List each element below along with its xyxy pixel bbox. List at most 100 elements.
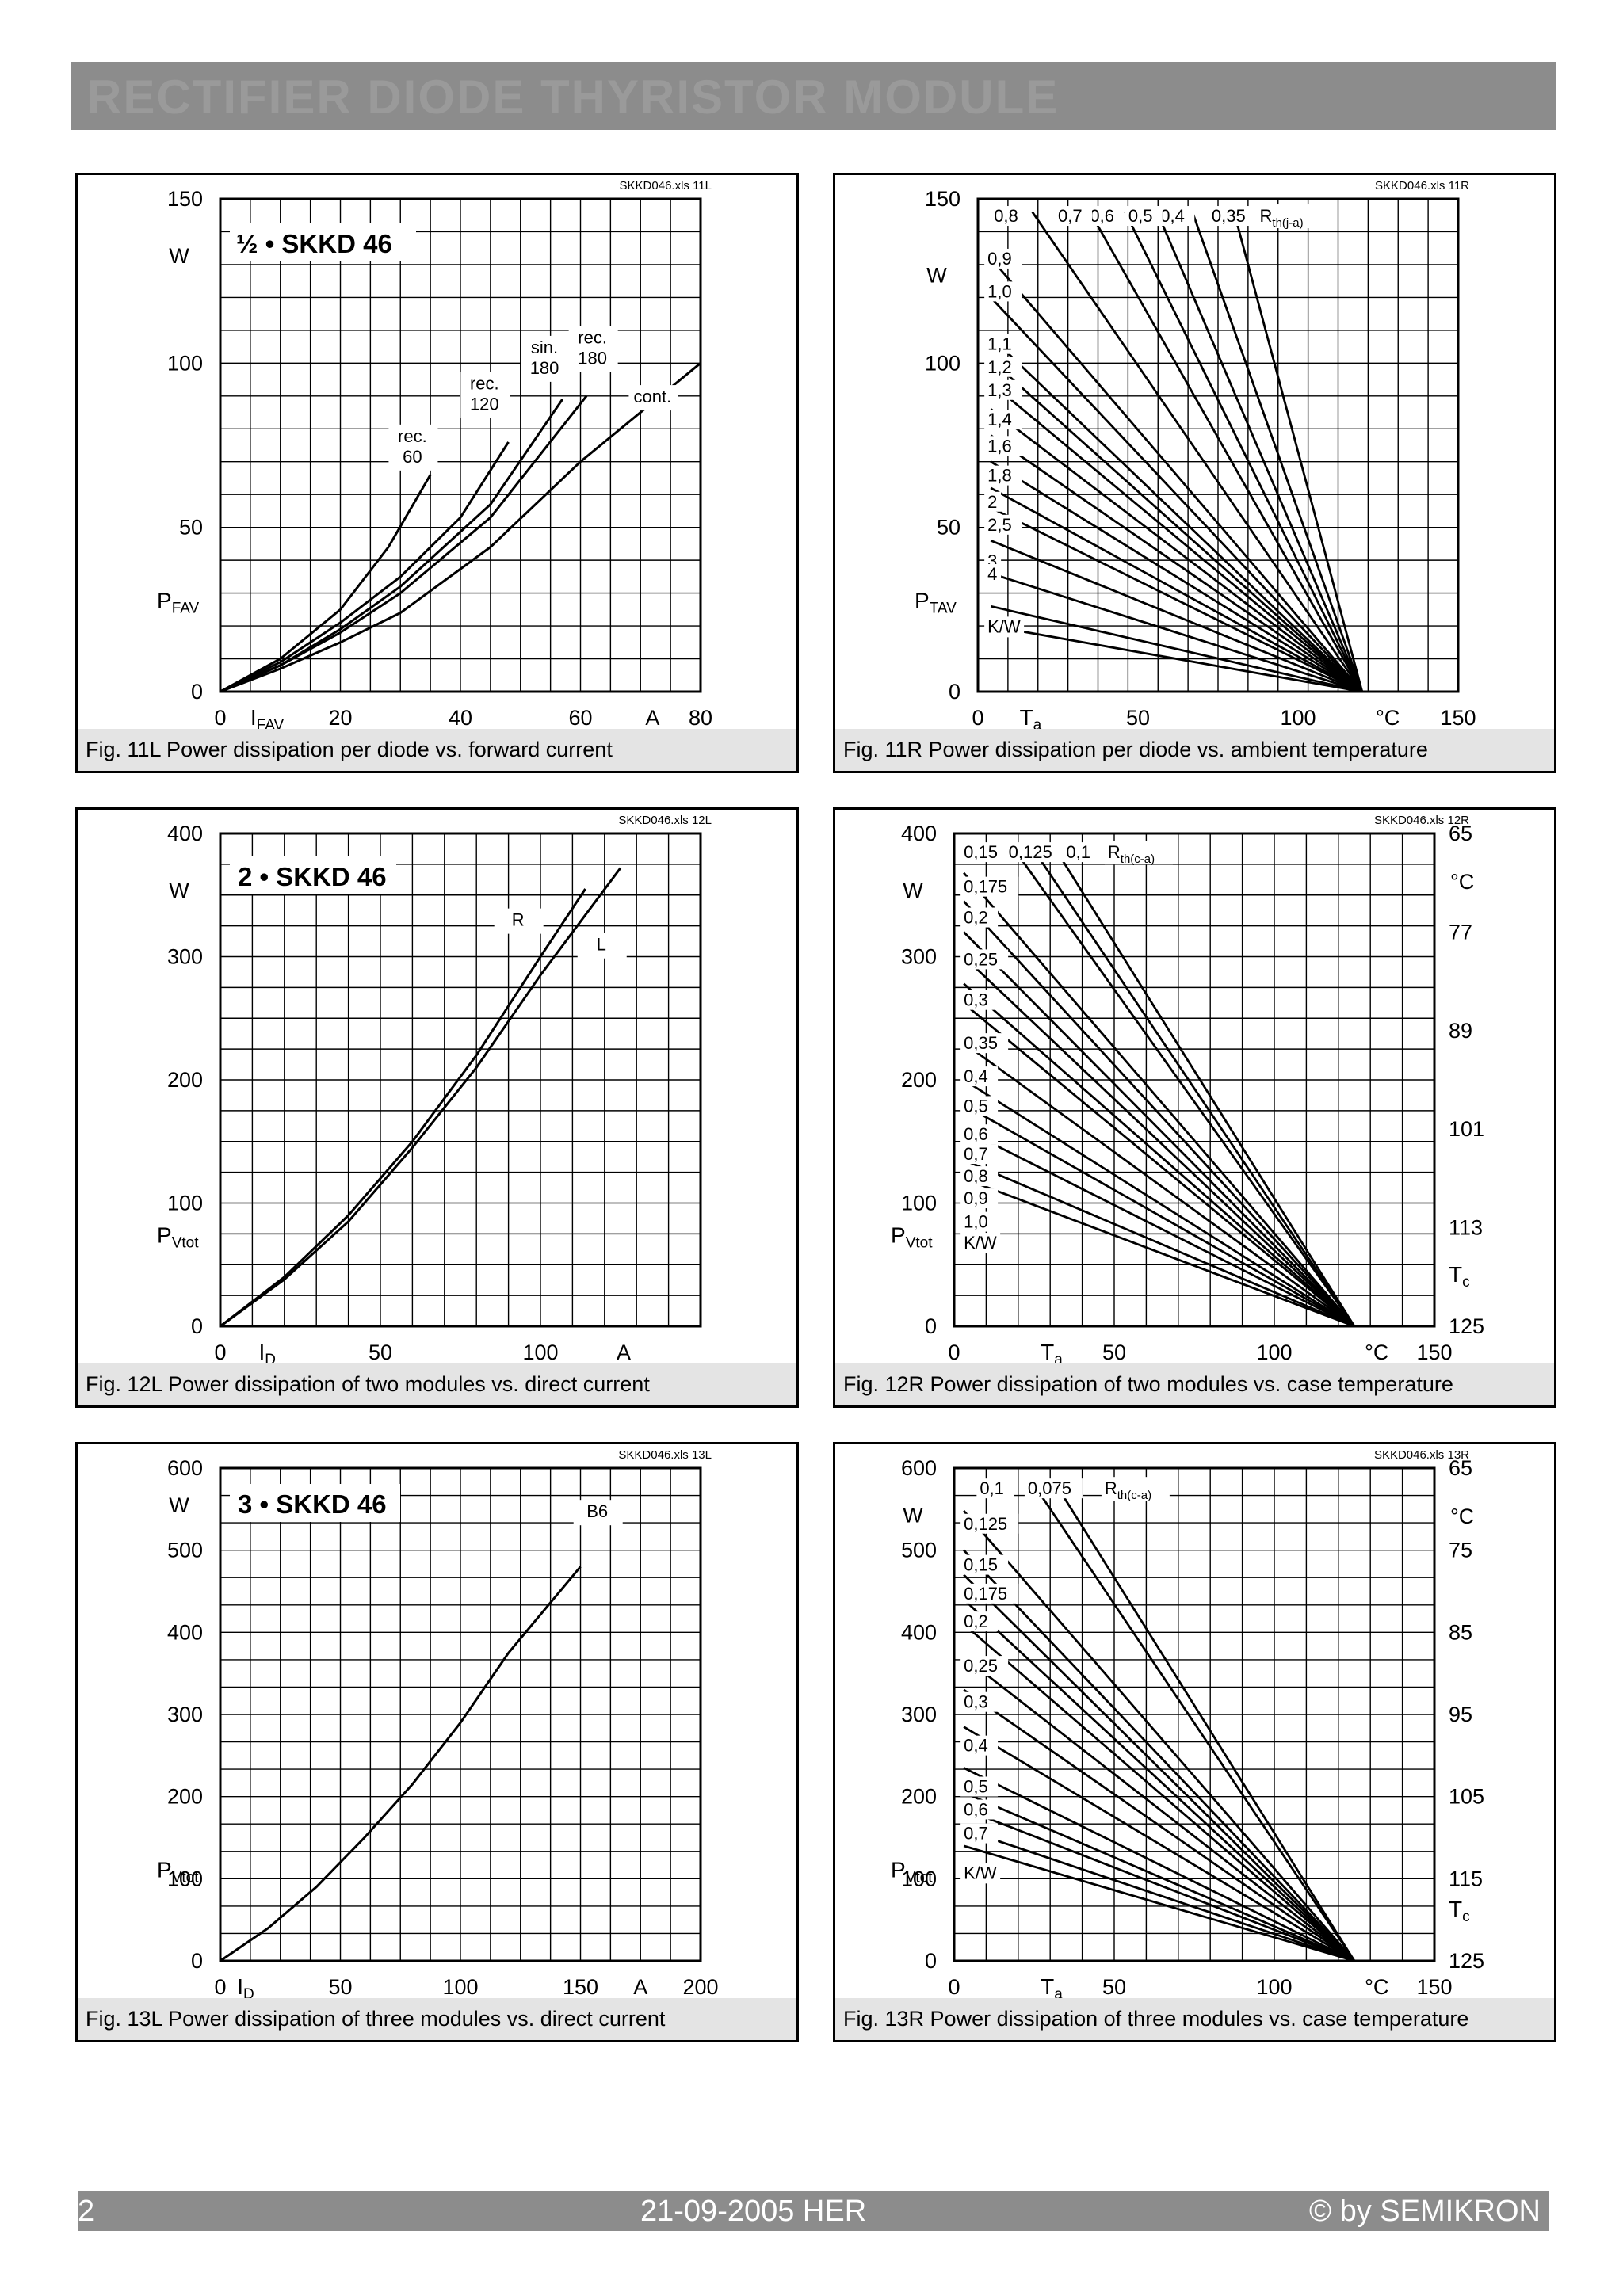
rth-value-label: 0,3: [964, 1692, 988, 1712]
x-tick-label: 40: [449, 706, 472, 729]
rth-line: [963, 955, 1355, 1328]
rth-value-label: 0,25: [964, 1656, 998, 1676]
x-axis-unit: A: [633, 1975, 647, 1998]
chart-grid: [953, 1467, 1435, 1962]
y2-axis-unit: °C: [1450, 1505, 1474, 1528]
y-tick-label: 100: [925, 351, 960, 375]
rth-line: [963, 1127, 1355, 1328]
y-tick-label: 0: [949, 680, 960, 704]
rth-line: [963, 1002, 1355, 1328]
rth-line: [963, 931, 1355, 1327]
series-label: rec.: [398, 426, 427, 446]
file-label: SKKD046.xls 11R: [1375, 179, 1469, 193]
file-label: SKKD046.xls 13R: [1374, 1448, 1469, 1462]
header-title: RECTIFIER DIODE THYRISTOR MODULE: [87, 71, 1060, 124]
series-line: [220, 362, 701, 693]
x-tick-label: 100: [1256, 1975, 1292, 1998]
x-tick-label: 0: [214, 1341, 226, 1363]
rth-value-label: 0,8: [964, 1166, 988, 1186]
x-axis-unit: °C: [1365, 1341, 1388, 1363]
rth-value-label: 1,8: [987, 466, 1012, 486]
rth-line: [990, 434, 1363, 693]
rth-value-label: 0,075: [1028, 1478, 1071, 1498]
rth-line: [990, 257, 1363, 692]
chart-caption-11R: Fig. 11R Power dissipation per diode vs.…: [835, 729, 1554, 771]
rth-value-label: 0,125: [964, 1514, 1007, 1534]
rth-value-label: 0,4: [964, 1066, 988, 1086]
y-tick-label: 200: [901, 1785, 937, 1809]
rth-line: [963, 1598, 1355, 1962]
rth-fan: [963, 1479, 1356, 1962]
y-axis-unit: W: [169, 1493, 189, 1517]
chart-title: 3 • SKKD 46: [238, 1489, 387, 1519]
chart-panel-12L: SKKD046.xls 12L 0 100 200 300 400 0 50 100 W PVtot…: [75, 807, 799, 1408]
y-tick-label: 0: [925, 1949, 937, 1973]
rth-value-label: 0,3: [964, 990, 988, 1010]
rth-line: [990, 460, 1363, 693]
y-tick-label: 50: [937, 516, 960, 540]
chart-11L: SKKD046.xls 11L 0 50 100 150 0 20 40 60 80 W PFAV IF…: [157, 179, 712, 729]
series-label: R: [512, 910, 525, 930]
footer-copyright: © by SEMIKRON: [1309, 2195, 1541, 2228]
rth-line: [990, 605, 1363, 693]
series-label: rec.: [578, 327, 607, 347]
x-tick-label: 100: [522, 1341, 558, 1363]
rth-value-label: 2,5: [987, 515, 1012, 535]
y-tick-label: 100: [901, 1867, 937, 1890]
x-tick-label: 50: [328, 1975, 352, 1998]
y-tick-label: 400: [901, 822, 937, 845]
x-tick-label: 20: [328, 706, 352, 729]
chart-13L: SKKD046.xls 13L 0 100 200 300 400 500 600 0 50 100…: [157, 1448, 719, 1998]
rth-line: [1155, 212, 1364, 692]
rth-line: [963, 1623, 1355, 1962]
chart-grid: [220, 833, 701, 1327]
rth-line: [1052, 1479, 1356, 1962]
rth-line: [1232, 212, 1364, 692]
rth-line: [1089, 211, 1364, 692]
x-tick-label: 60: [568, 706, 592, 729]
y-tick-label: 200: [901, 1068, 937, 1092]
x-axis-label: ID: [258, 1340, 276, 1363]
x-tick-label: 0: [214, 706, 226, 729]
y-tick-label: 0: [191, 1314, 203, 1338]
rth-value-label: 0,6: [964, 1124, 988, 1144]
rth-value-label: 0,15: [964, 1555, 998, 1575]
rth-line: [990, 359, 1363, 693]
series-line: [220, 888, 586, 1328]
y2-tick-label: 75: [1449, 1539, 1472, 1562]
x-tick-label: 50: [1102, 1341, 1126, 1363]
rth-line: [963, 1103, 1355, 1328]
y2-tick-label: 125: [1449, 1949, 1484, 1973]
rth-line: [1052, 845, 1356, 1327]
y2-tick-label: 115: [1449, 1867, 1483, 1890]
file-label: SKKD046.xls 12R: [1374, 814, 1469, 827]
rth-line: [990, 382, 1363, 693]
x-tick-label: 150: [1416, 1975, 1452, 1998]
rth-unit-label: K/W: [964, 1233, 997, 1253]
rth-unit-label: K/W: [987, 616, 1021, 636]
rth-fan: [963, 845, 1434, 1328]
y-tick-label: 100: [167, 351, 203, 375]
rth-line: [963, 871, 1356, 1327]
x-tick-label: 150: [1440, 706, 1476, 729]
rth-value-label: 1,1: [987, 334, 1012, 354]
rth-line: [963, 1158, 1355, 1328]
chart-panel-11L: SKKD046.xls 11L 0 50 100 150 0 20 40 60 80 W PFAV IF…: [75, 173, 799, 773]
footer-date: 21-09-2005 HER: [640, 2195, 867, 2228]
y2-tick-label: 101: [1449, 1117, 1484, 1141]
rth-value-label: 0,125: [1009, 842, 1052, 862]
plot-area-border: [953, 1466, 1436, 1962]
chart-caption-12L: Fig. 12L Power dissipation of two module…: [78, 1363, 796, 1405]
chart-grid: [977, 198, 1459, 692]
rth-value-label: 0,15: [964, 842, 998, 862]
rth-line: [1031, 211, 1363, 692]
y-tick-label: 100: [167, 1867, 203, 1890]
y-tick-label: 600: [167, 1456, 203, 1480]
rth-value-label: 1,0: [987, 281, 1012, 301]
series-label: cont.: [634, 387, 672, 406]
series-line: [220, 474, 432, 693]
rth-line: [963, 1726, 1355, 1962]
chart-title: ½ • SKKD 46: [236, 229, 392, 258]
x-tick-label: 0: [972, 706, 983, 729]
y-axis-unit: W: [903, 1503, 923, 1527]
